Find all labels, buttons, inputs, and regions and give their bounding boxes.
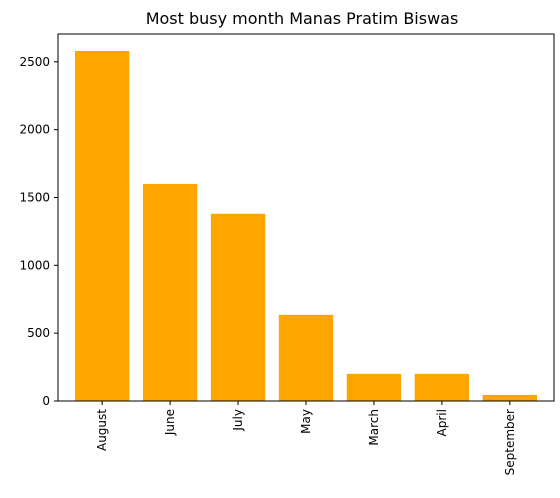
chart-title: Most busy month Manas Pratim Biswas	[146, 9, 459, 28]
y-tick-label: 2000	[19, 123, 50, 137]
y-tick-label: 0	[42, 394, 50, 408]
x-axis: August June July May March April September	[95, 401, 517, 475]
x-tick-label-may: May	[299, 409, 313, 434]
y-axis: 0 500 1000 1500 2000 2500	[19, 55, 58, 408]
bar-may	[278, 314, 334, 401]
x-tick-label-march: March	[367, 409, 381, 446]
bar-march	[346, 373, 402, 401]
x-tick-label-july: July	[231, 409, 245, 432]
bars-layer	[74, 50, 538, 401]
bar-june	[142, 183, 198, 401]
y-tick-label: 1500	[19, 190, 50, 204]
x-tick-label-august: August	[95, 409, 109, 451]
bar-july	[210, 213, 266, 401]
y-tick-label: 500	[27, 326, 50, 340]
y-tick-label: 2500	[19, 55, 50, 69]
y-tick-label: 1000	[19, 258, 50, 272]
bar-september	[482, 394, 538, 401]
bar-august	[74, 50, 130, 401]
x-tick-label-june: June	[163, 409, 177, 436]
bar-april	[414, 373, 470, 401]
x-tick-label-april: April	[435, 409, 449, 436]
x-tick-label-september: September	[503, 409, 517, 475]
